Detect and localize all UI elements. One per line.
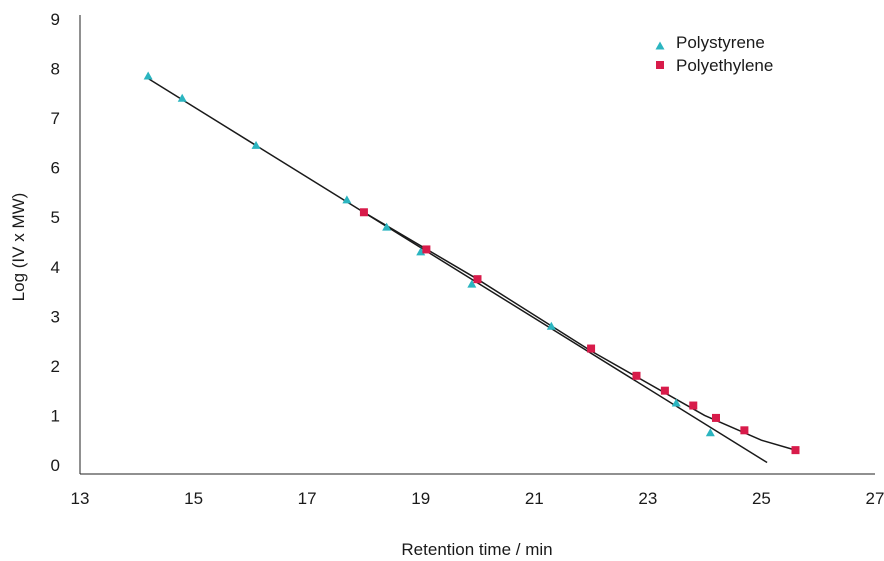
y-tick-label: 6 [51,159,60,178]
y-tick-label: 8 [51,60,60,79]
legend-marker-polyethylene [656,61,664,69]
data-point-polyethylene [712,413,720,422]
data-point-polystyrene [382,222,392,231]
data-point-polyethylene [689,401,698,410]
fit-line-polyethylene [363,211,796,451]
data-point-polyethylene [660,386,669,395]
x-tick-label: 13 [71,489,90,508]
legend-label-polystyrene: Polystyrene [676,33,765,52]
y-tick-label: 4 [51,258,60,277]
x-axis: 13 15 17 19 21 23 25 27 [71,473,884,508]
data-point-polyethylene [422,245,431,254]
legend-marker-polystyrene [655,41,665,50]
x-tick-label: 23 [638,489,657,508]
x-axis-title: Retention time / min [401,540,552,559]
y-tick-label: 0 [51,456,60,475]
data-point-polystyrene [705,428,715,437]
data-points [143,71,800,455]
fit-lines [147,77,796,464]
data-point-polystyrene [546,321,556,330]
x-tick-label: 19 [411,489,430,508]
fit-line-polystyrene [147,77,768,464]
x-tick-label: 17 [298,489,317,508]
data-point-polyethylene [740,426,749,435]
y-tick-label: 3 [51,307,60,326]
y-tick-label: 1 [51,406,60,425]
data-point-polystyrene [177,93,187,102]
data-point-polystyrene [251,140,261,149]
data-point-polyethylene [587,344,596,353]
x-tick-label: 15 [184,489,203,508]
y-tick-label: 7 [51,109,60,128]
data-point-polyethylene [359,208,368,217]
y-axis-title: Log (IV x MW) [9,193,28,302]
y-tick-label: 9 [51,10,60,29]
data-point-polystyrene [143,71,153,80]
data-point-polyethylene [473,275,482,284]
y-tick-label: 2 [51,357,60,376]
data-point-polyethylene [791,446,800,455]
legend: Polystyrene Polyethylene [655,33,773,75]
x-tick-label: 25 [752,489,771,508]
data-point-polyethylene [632,371,641,380]
data-point-polystyrene [671,398,681,407]
y-axis: 0 1 2 3 4 5 6 7 8 9 [51,10,81,475]
y-tick-label: 5 [51,208,60,227]
data-point-polystyrene [342,195,352,204]
x-tick-label: 21 [525,489,544,508]
x-tick-label: 27 [866,489,884,508]
data-point-polystyrene [467,279,477,288]
legend-label-polyethylene: Polyethylene [676,56,773,75]
